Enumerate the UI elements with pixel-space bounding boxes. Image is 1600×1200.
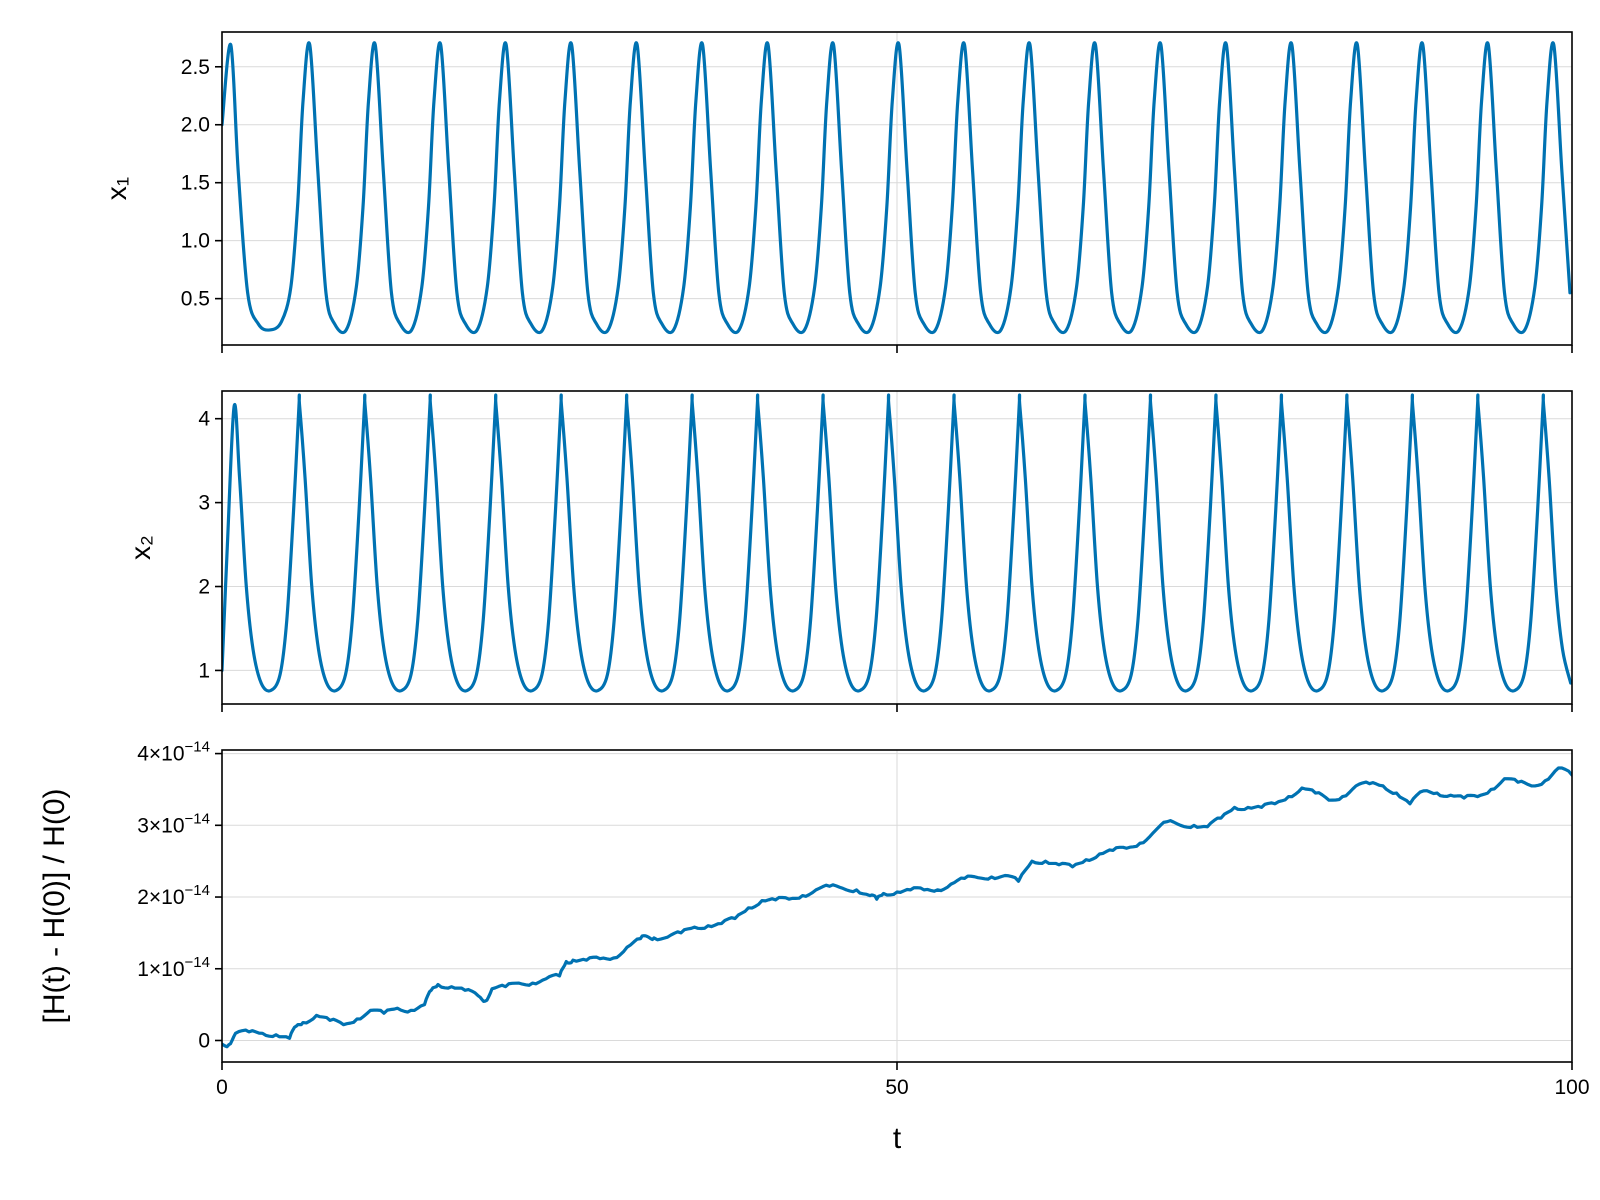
x-tick-label: 100: [1554, 1076, 1589, 1099]
y-tick-label: 0: [198, 1029, 210, 1052]
energy-error-panel: 0 1×10−14 2×10−14 3×10−14 4×10−14 0 50 100 [H(t)…: [38, 739, 1590, 1155]
x-tick-label: 0: [216, 1076, 228, 1099]
y-tick-label: 4: [198, 408, 210, 431]
y-tick-label: 2.5: [181, 56, 210, 79]
y-tick-label: 1×10−14: [137, 954, 210, 981]
series-line: [222, 41, 1572, 335]
y-tick-label: 0.5: [181, 288, 210, 311]
y-tick-label: 2.0: [181, 114, 210, 137]
y-tick-label: 2: [198, 576, 210, 599]
y-tick-label: 4×10−14: [137, 739, 210, 766]
y-tick-label: 1.5: [181, 172, 210, 195]
x1-panel: 0.5 1.0 1.5 2.0 2.5 x₁: [101, 31, 1573, 353]
x2-panel: 1 2 3 4 x₂: [125, 390, 1573, 712]
series-line: [222, 393, 1572, 693]
y-axis-label: [H(t) - H(0)] / H(0): [38, 789, 71, 1024]
y-tick-label: 1: [198, 659, 210, 682]
x-tick-label: 50: [885, 1076, 908, 1099]
y-tick-label: 3: [198, 492, 210, 515]
series-line: [222, 766, 1572, 1049]
y-tick-label: 2×10−14: [137, 882, 210, 909]
y-axis-label: x₂: [125, 535, 156, 560]
y-axis-label: x₁: [101, 177, 132, 200]
x-axis-label: t: [893, 1122, 902, 1155]
y-tick-label: 1.0: [181, 230, 210, 253]
y-tick-label: 3×10−14: [137, 810, 210, 837]
